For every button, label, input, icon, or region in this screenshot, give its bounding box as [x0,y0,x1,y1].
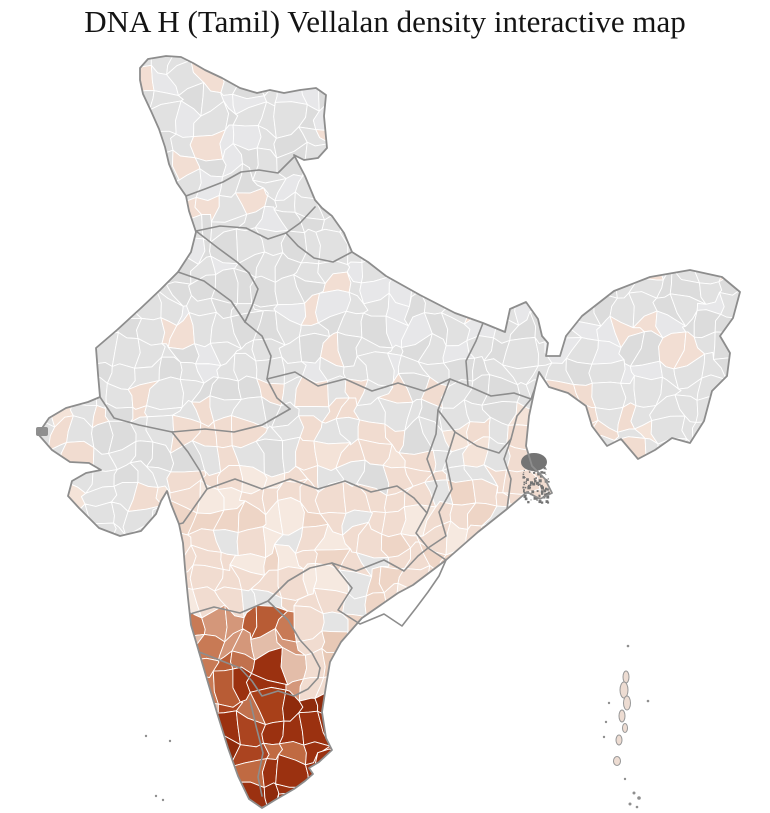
state-border [465,322,484,387]
state-border [467,385,536,400]
andaman-island[interactable] [618,709,626,723]
andaman-island[interactable] [613,756,621,766]
state-border [285,232,353,263]
state-borders-layer [99,156,536,797]
map-title: DNA H (Tamil) Vellalan density interacti… [84,4,686,39]
lakshadweep-island[interactable] [168,739,172,743]
district[interactable] [591,381,627,411]
andaman-islet[interactable] [602,735,606,739]
nicobar-island[interactable] [623,777,627,781]
nicobar-island[interactable] [637,796,641,800]
lakshadweep-island[interactable] [161,798,165,802]
state-border [177,271,246,323]
andaman-island[interactable] [622,723,628,733]
state-border [99,396,291,433]
state-border [266,371,469,392]
state-border [185,156,295,197]
state-border [198,651,321,697]
state-border [503,398,532,510]
state-border [267,600,321,669]
state-border [206,478,428,514]
andaman-islet[interactable] [607,701,611,705]
lakshadweep-island[interactable] [144,734,148,738]
nicobar-island[interactable] [635,805,639,809]
andaman-island[interactable] [622,670,630,684]
state-border [195,206,316,240]
andaman-islet[interactable] [626,644,630,648]
state-border [331,559,447,627]
state-border [189,547,429,615]
district[interactable] [298,697,319,714]
country-outline [37,55,741,809]
state-border [244,272,259,323]
lakshadweep-island[interactable] [154,794,158,798]
state-border [244,321,291,410]
district[interactable] [236,526,267,559]
andaman-islet[interactable] [646,699,650,703]
islands-layer [144,644,650,809]
state-border [249,699,264,797]
nicobar-island[interactable] [632,791,636,795]
andaman-islet[interactable] [604,720,608,724]
andaman-island[interactable] [615,734,623,746]
nicobar-island[interactable] [628,802,632,806]
state-border [415,409,439,549]
state-border [195,230,250,274]
state-border [437,378,512,454]
andaman-island[interactable] [623,695,631,711]
